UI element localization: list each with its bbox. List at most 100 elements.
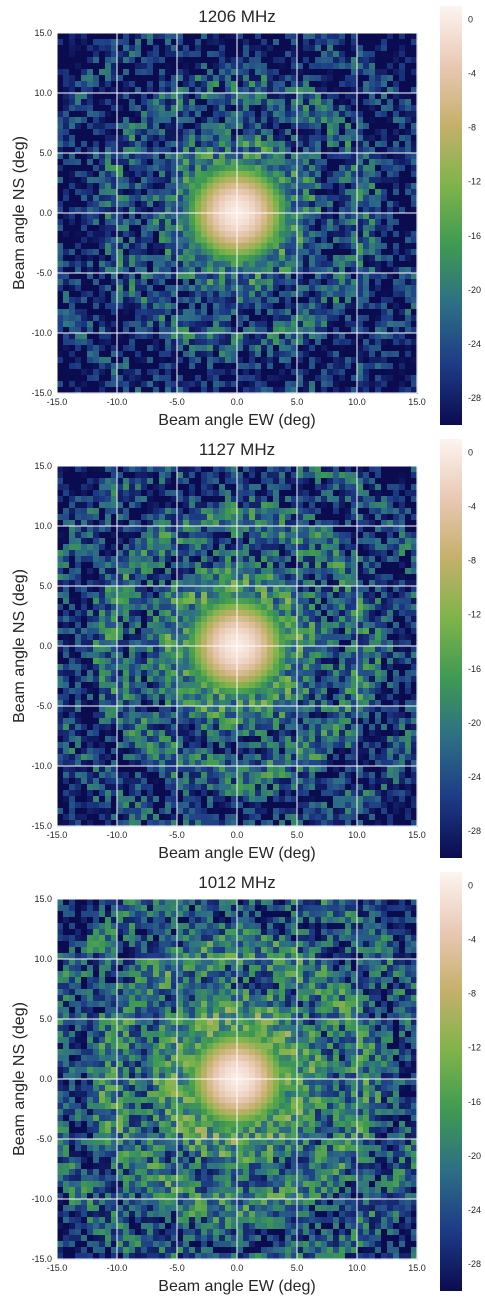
heatmap-cell — [213, 363, 220, 370]
heatmap-cell — [273, 508, 280, 515]
heatmap-cell — [219, 369, 226, 376]
heatmap-cell — [315, 243, 322, 250]
heatmap-cell — [219, 141, 226, 148]
heatmap-cell — [201, 472, 208, 479]
heatmap-cell — [285, 81, 292, 88]
heatmap-cell — [405, 87, 412, 94]
heatmap-cell — [243, 297, 250, 304]
heatmap-cell — [93, 57, 100, 64]
heatmap-cell — [93, 255, 100, 262]
heatmap-cell — [255, 285, 262, 292]
heatmap-cell — [111, 345, 118, 352]
heatmap-cell — [63, 387, 70, 394]
heatmap-cell — [123, 231, 130, 238]
heatmap-cell — [105, 363, 112, 370]
heatmap-cell — [291, 219, 298, 226]
heatmap-cell — [165, 562, 172, 569]
heatmap-cell — [399, 129, 406, 136]
heatmap-cell — [267, 315, 274, 322]
heatmap-cell — [117, 201, 124, 208]
heatmap-cell — [81, 213, 88, 220]
heatmap-cell — [117, 514, 124, 521]
heatmap-cell — [117, 45, 124, 52]
heatmap-cell — [261, 484, 268, 491]
heatmap-cell — [381, 574, 388, 581]
heatmap-cell — [411, 574, 418, 581]
heatmap-cell — [399, 261, 406, 268]
heatmap-cell — [405, 201, 412, 208]
heatmap-cell — [213, 321, 220, 328]
heatmap-cell — [69, 189, 76, 196]
heatmap-cell — [177, 213, 184, 220]
heatmap-cell — [231, 490, 238, 497]
heatmap-cell — [93, 586, 100, 593]
heatmap-cell — [237, 201, 244, 208]
heatmap-cell — [171, 195, 178, 202]
heatmap-cell — [363, 339, 370, 346]
heatmap-cell — [117, 231, 124, 238]
heatmap-cell — [381, 526, 388, 533]
colorbar-tick-label: -4 — [468, 69, 476, 79]
heatmap-cell — [393, 502, 400, 509]
heatmap-cell — [123, 93, 130, 100]
heatmap-cell — [261, 201, 268, 208]
heatmap-cell — [333, 201, 340, 208]
heatmap-cell — [153, 267, 160, 274]
heatmap-cell — [183, 309, 190, 316]
heatmap-cell — [249, 279, 256, 286]
heatmap-cell — [261, 141, 268, 148]
heatmap-cell — [135, 123, 142, 130]
heatmap-cell — [213, 345, 220, 352]
heatmap-cell — [141, 538, 148, 545]
heatmap-cell — [153, 129, 160, 136]
heatmap-cell — [351, 225, 358, 232]
heatmap-cell — [249, 478, 256, 485]
heatmap-cell — [195, 586, 202, 593]
heatmap-cell — [201, 309, 208, 316]
heatmap-cell — [81, 339, 88, 346]
heatmap-cell — [249, 508, 256, 515]
heatmap-cell — [159, 297, 166, 304]
heatmap-cell — [405, 237, 412, 244]
heatmap-cell — [333, 261, 340, 268]
heatmap-cell — [381, 51, 388, 58]
heatmap-cell — [369, 135, 376, 142]
heatmap-cell — [255, 574, 262, 581]
heatmap-cell — [411, 45, 418, 52]
heatmap-cell — [291, 315, 298, 322]
heatmap-cell — [345, 111, 352, 118]
heatmap-cell — [141, 309, 148, 316]
heatmap-cell — [399, 105, 406, 112]
heatmap-cell — [357, 273, 364, 280]
heatmap-cell — [399, 466, 406, 473]
heatmap-cell — [243, 478, 250, 485]
heatmap-cell — [219, 165, 226, 172]
heatmap-cell — [297, 267, 304, 274]
heatmap-cell — [225, 309, 232, 316]
heatmap-cell — [387, 183, 394, 190]
heatmap-cell — [105, 219, 112, 226]
heatmap-cell — [141, 526, 148, 533]
heatmap-cell — [345, 171, 352, 178]
heatmap-cell — [99, 57, 106, 64]
heatmap-cell — [237, 159, 244, 166]
heatmap-cell — [387, 165, 394, 172]
heatmap-cell — [171, 69, 178, 76]
heatmap-cell — [219, 357, 226, 364]
heatmap-cell — [231, 580, 238, 587]
heatmap-cell — [285, 363, 292, 370]
heatmap-cell — [159, 381, 166, 388]
heatmap-cell — [351, 532, 358, 539]
heatmap-cell — [405, 129, 412, 136]
heatmap-cell — [333, 333, 340, 340]
heatmap-cell — [231, 189, 238, 196]
heatmap-cell — [153, 225, 160, 232]
heatmap-cell — [93, 550, 100, 557]
heatmap-cell — [105, 75, 112, 82]
heatmap-cell — [237, 39, 244, 46]
heatmap-cell — [321, 387, 328, 394]
heatmap-cell — [177, 261, 184, 268]
heatmap-cell — [255, 592, 262, 599]
heatmap-cell — [405, 333, 412, 340]
heatmap-cell — [297, 243, 304, 250]
